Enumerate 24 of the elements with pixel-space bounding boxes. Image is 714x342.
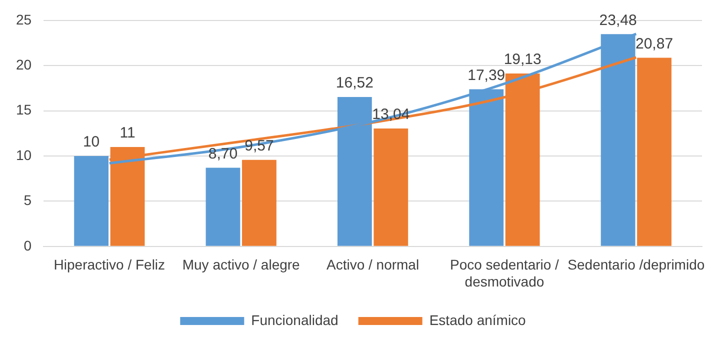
bar bbox=[242, 160, 276, 246]
legend-label: Estado anímico bbox=[429, 312, 526, 328]
y-tick-label: 15 bbox=[16, 102, 32, 118]
y-tick-label: 5 bbox=[24, 192, 32, 208]
y-tick-label: 25 bbox=[16, 11, 32, 28]
data-label: 23,48 bbox=[599, 12, 637, 29]
data-label: 17,39 bbox=[468, 66, 506, 84]
x-tick-label: Muy activo / alegre bbox=[182, 256, 300, 273]
x-tick-label: Activo / normal bbox=[326, 256, 420, 273]
y-tick-label: 10 bbox=[16, 146, 32, 163]
bar bbox=[374, 128, 408, 246]
bar bbox=[206, 168, 240, 246]
x-tick-label: Hiperactivo / Feliz bbox=[54, 256, 166, 273]
y-tick-label: 20 bbox=[16, 56, 32, 72]
data-label: 16,52 bbox=[336, 74, 374, 92]
x-tick-label: Sedentario /deprimido bbox=[568, 256, 705, 273]
x-tick-label: Poco sedentario / desmotivado bbox=[450, 256, 560, 290]
data-label: 11 bbox=[120, 124, 136, 142]
legend-label: Funcionalidad bbox=[251, 312, 338, 328]
data-label: 10 bbox=[82, 134, 100, 151]
data-label: 19,13 bbox=[504, 51, 542, 68]
y-tick-label: 0 bbox=[24, 237, 32, 254]
data-label: 20,87 bbox=[635, 35, 674, 52]
data-label: 8,70 bbox=[208, 145, 238, 162]
